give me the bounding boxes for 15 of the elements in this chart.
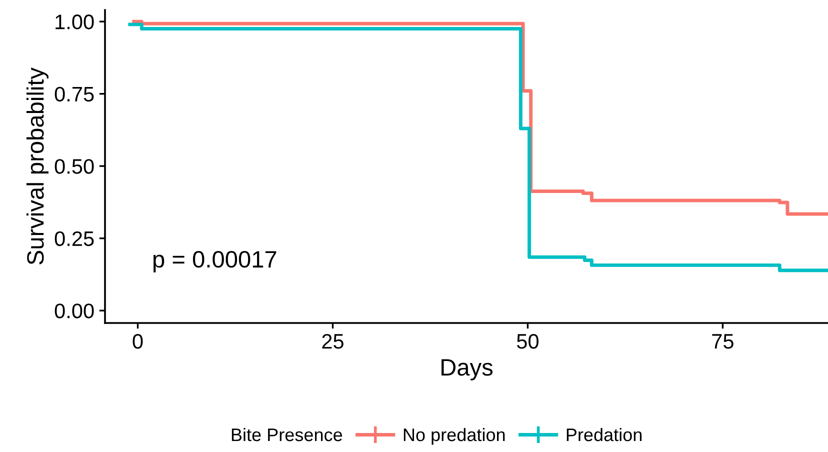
legend-label: Predation (566, 428, 642, 442)
y-axis-title: Survival probability (26, 67, 48, 264)
legend-title: Bite Presence (232, 428, 342, 442)
legend-label: No predation (404, 428, 505, 445)
y-tick-label: 0.50 (54, 159, 94, 174)
y-tick-label: 0.75 (54, 86, 94, 102)
y-tick-label: 0.00 (54, 304, 94, 318)
y-tick-label: 0.25 (54, 231, 94, 246)
annotation: p = 0.00017 (154, 250, 276, 272)
x-tick-label: 0 (132, 334, 143, 349)
y-tick-label: 1.00 (56, 14, 94, 30)
x-tick-label: 25 (322, 334, 344, 349)
x-tick-label: 75 (712, 334, 734, 349)
x-axis-title: Days (442, 359, 493, 380)
x-tick-label: 50 (516, 334, 538, 349)
